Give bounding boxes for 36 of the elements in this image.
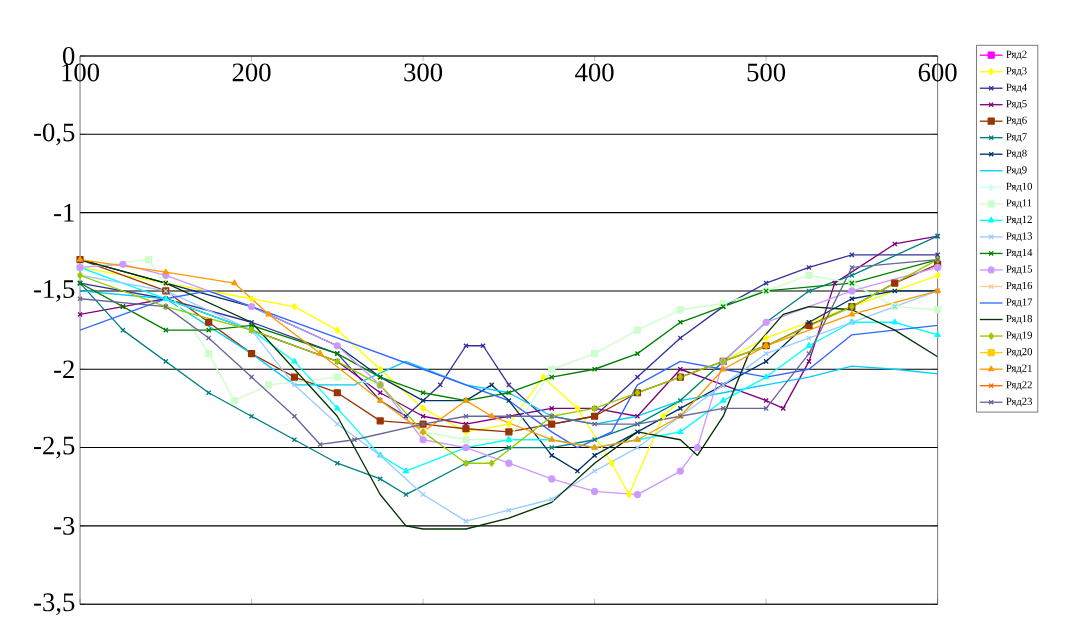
legend-label: Ряд23 — [1006, 397, 1033, 407]
x-tick-label: 300 — [404, 63, 443, 82]
legend-label: Ряд16 — [1006, 281, 1033, 291]
x-tick-label: 600 — [918, 63, 957, 82]
legend-label: Ряд11 — [1006, 199, 1032, 209]
legend-label: Ряд2 — [1006, 50, 1027, 60]
legend-label: Ряд10 — [1006, 182, 1033, 192]
y-tick-label: 0 — [63, 46, 75, 65]
legend-label: Ряд18 — [1006, 314, 1033, 325]
legend-label: Ряд9 — [1006, 166, 1027, 176]
y-tick-label: -3,5 — [34, 593, 75, 615]
legend-label: Ряд12 — [1006, 215, 1032, 225]
y-tick-label: -0,5 — [34, 123, 75, 146]
legend-label: Ряд4 — [1006, 83, 1027, 93]
legend-label: Ряд3 — [1006, 67, 1027, 77]
legend-label: Ряд21 — [1006, 364, 1032, 374]
y-tick-label: -2,5 — [34, 436, 75, 459]
x-tick-label: 400 — [575, 63, 614, 82]
legend-label: Ряд8 — [1006, 149, 1027, 159]
legend-label: Ряд22 — [1006, 381, 1032, 391]
y-tick-label: -2 — [54, 360, 74, 378]
legend-label: Ряд19 — [1006, 331, 1033, 341]
legend-label: Ряд14 — [1006, 248, 1033, 258]
y-tick-label: -3 — [54, 516, 75, 535]
x-tick-label: 500 — [747, 63, 786, 82]
legend-label: Ряд7 — [1006, 133, 1027, 143]
legend-label: Ряд13 — [1006, 232, 1033, 242]
legend-label: Ряд6 — [1006, 116, 1027, 126]
y-tick-label: -1,5 — [34, 279, 75, 302]
legend-label: Ряд5 — [1006, 100, 1027, 110]
x-tick-label: 200 — [232, 63, 271, 82]
legend-label: Ряд15 — [1006, 265, 1033, 275]
x-tick-label: 100 — [62, 63, 100, 82]
y-tick-label: -1 — [54, 203, 74, 222]
legend-label: Ряд17 — [1006, 298, 1033, 308]
legend-label: Ряд20 — [1006, 347, 1033, 358]
